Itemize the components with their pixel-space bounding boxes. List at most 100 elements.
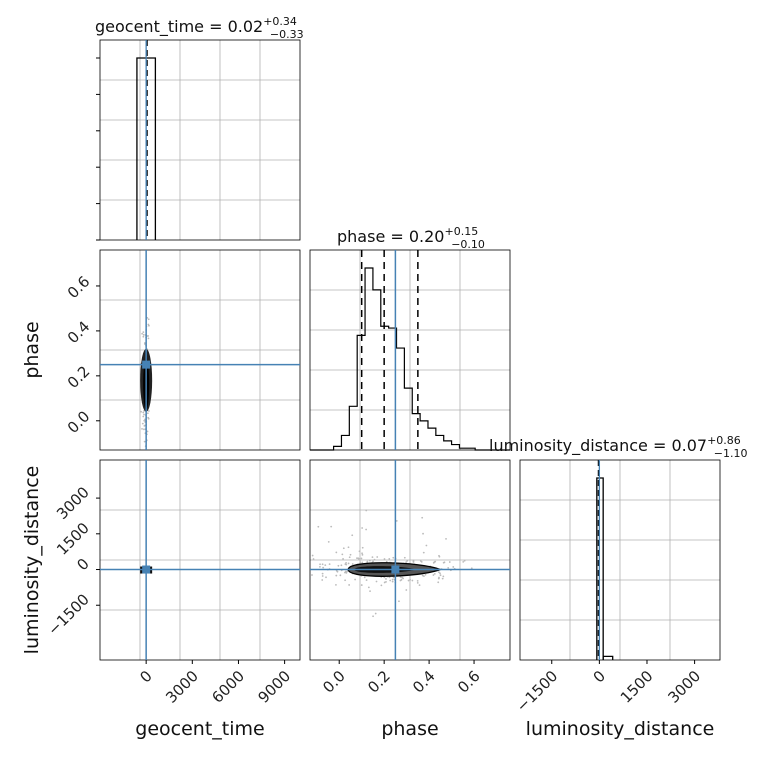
- scatter-point: [312, 558, 315, 560]
- scatter-point: [141, 428, 143, 430]
- title-luminosity-distance-name: luminosity_distance: [489, 436, 648, 456]
- scatter-point: [391, 578, 394, 581]
- scatter-point: [399, 576, 402, 578]
- hist-step: [310, 267, 510, 451]
- scatter-point: [434, 560, 437, 563]
- scatter-point: [360, 584, 363, 586]
- scatter-point: [369, 590, 371, 593]
- scatter-point: [376, 556, 379, 558]
- title-geocent-time-name: geocent_time: [95, 17, 204, 37]
- title-geocent-time-median: 0.02: [228, 17, 264, 36]
- panel-phase-vs-geocent-time: 0.0 0.2 0.4 0.6: [64, 249, 301, 451]
- x-tick-label: 0: [590, 667, 609, 686]
- scatter-point: [141, 422, 144, 425]
- scatter-point: [405, 561, 408, 564]
- scatter-point: [361, 527, 364, 529]
- scatter-point: [403, 556, 406, 559]
- scatter-point: [347, 562, 350, 565]
- scatter-point: [335, 574, 338, 577]
- x-tick-label: −1500: [513, 667, 562, 716]
- scatter-point: [146, 412, 149, 415]
- scatter-point: [412, 560, 415, 563]
- x-tick-label: 0.6: [454, 667, 484, 697]
- panel-frame: [99, 39, 301, 241]
- scatter-point: [324, 564, 327, 567]
- scatter-point: [420, 560, 423, 563]
- scatter-point: [339, 574, 342, 577]
- panel-phase-hist: [309, 249, 511, 451]
- scatter-point: [400, 578, 403, 581]
- x-tick-label: 1500: [617, 667, 657, 707]
- scatter-point: [388, 557, 391, 560]
- scatter-point: [405, 589, 408, 591]
- scatter-point: [421, 516, 424, 519]
- scatter-point: [422, 551, 425, 554]
- ylabel-luminosity-distance: luminosity_distance: [21, 466, 43, 655]
- scatter-point: [341, 553, 344, 556]
- scatter-point: [344, 570, 347, 573]
- scatter-point: [142, 335, 145, 338]
- scatter-point: [437, 581, 440, 584]
- scatter-point: [388, 576, 391, 579]
- scatter-point: [143, 424, 146, 427]
- scatter-point: [392, 576, 395, 579]
- title-phase-name: phase: [337, 227, 385, 246]
- scatter-point: [336, 570, 339, 573]
- scatter-point: [148, 410, 150, 412]
- y-tick-label: −1500: [44, 590, 93, 639]
- scatter-point: [142, 415, 145, 418]
- scatter-point: [317, 525, 320, 528]
- scatter-point: [311, 574, 313, 576]
- scatter-point: [373, 558, 376, 561]
- scatter-point: [383, 558, 386, 560]
- ylabel-phase: phase: [21, 321, 43, 378]
- scatter-point: [447, 566, 450, 569]
- scatter-point: [321, 579, 324, 581]
- x-tick-label: 0: [136, 667, 155, 686]
- y-tick-label: 0.6: [64, 273, 94, 303]
- scatter-point: [335, 551, 338, 554]
- scatter-point: [433, 573, 436, 575]
- scatter-point: [383, 581, 386, 584]
- panel-luminosity-distance-hist: −1500 0 1500 3000: [513, 459, 721, 716]
- scatter-point: [328, 563, 331, 565]
- scatter-point: [321, 575, 324, 577]
- x-tick-label: 0.4: [409, 667, 439, 697]
- scatter-point: [351, 563, 354, 565]
- scatter-point: [142, 331, 145, 334]
- scatter-point: [342, 547, 345, 550]
- scatter-point: [371, 556, 374, 559]
- scatter-point: [416, 581, 419, 584]
- title-geocent-time-plus: +0.34: [263, 15, 297, 28]
- x-tick-label: 3000: [665, 667, 705, 707]
- scatter-point: [445, 537, 447, 540]
- panel-geocent-time-hist: [96, 39, 301, 241]
- title-phase-minus: −0.10: [451, 238, 485, 251]
- title-luminosity-distance-plus: +0.86: [707, 434, 741, 447]
- scatter-point: [448, 561, 451, 563]
- scatter-point: [321, 572, 324, 575]
- scatter-point: [140, 410, 143, 413]
- scatter-point: [470, 567, 473, 570]
- scatter-point: [321, 563, 324, 566]
- scatter-point: [438, 555, 441, 558]
- x-tick-label: 6000: [208, 667, 248, 707]
- scatter-point: [330, 525, 333, 528]
- panel-frame: [309, 249, 511, 451]
- truth-marker: [142, 565, 151, 574]
- y-tick-label: 0.4: [64, 317, 94, 347]
- scatter-point: [322, 566, 325, 569]
- panel-frame: [309, 459, 511, 661]
- scatter-point: [365, 579, 368, 582]
- hist-bar: [602, 655, 614, 660]
- scatter-point: [143, 413, 145, 416]
- title-luminosity-distance-minus: −1.10: [714, 447, 748, 460]
- scatter-point: [147, 323, 150, 326]
- x-tick-label: 3000: [162, 667, 202, 707]
- scatter-point: [361, 553, 364, 556]
- scatter-point: [342, 558, 344, 560]
- scatter-point: [385, 580, 387, 583]
- scatter-point: [463, 559, 466, 562]
- scatter-point: [327, 540, 330, 543]
